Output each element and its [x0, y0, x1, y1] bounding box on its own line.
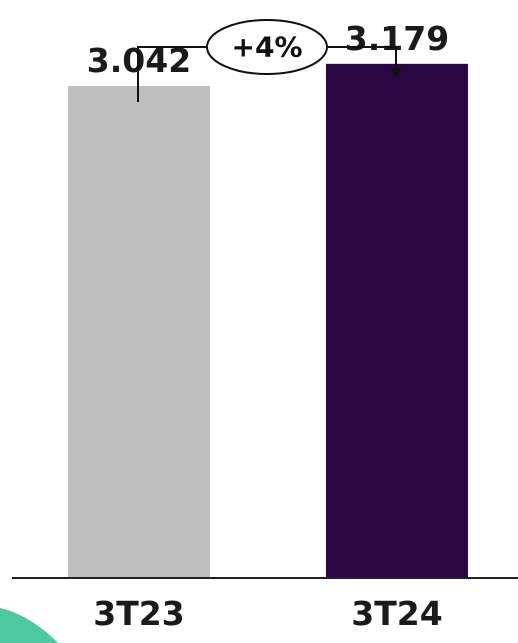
bars-group	[68, 63, 468, 579]
category-label-3T24: 3T24	[351, 594, 442, 633]
growth-badge	[206, 19, 328, 75]
growth-annotation: +4%	[137, 19, 402, 102]
bar-3T24	[326, 63, 468, 579]
bar-3T23	[68, 85, 210, 578]
growth-badge-label: +4%	[232, 31, 303, 64]
arrow-down-icon	[390, 68, 402, 78]
category-labels-group: 3T23 3T24	[93, 594, 442, 633]
corner-decoration	[0, 608, 58, 643]
category-label-3T23: 3T23	[93, 594, 184, 633]
